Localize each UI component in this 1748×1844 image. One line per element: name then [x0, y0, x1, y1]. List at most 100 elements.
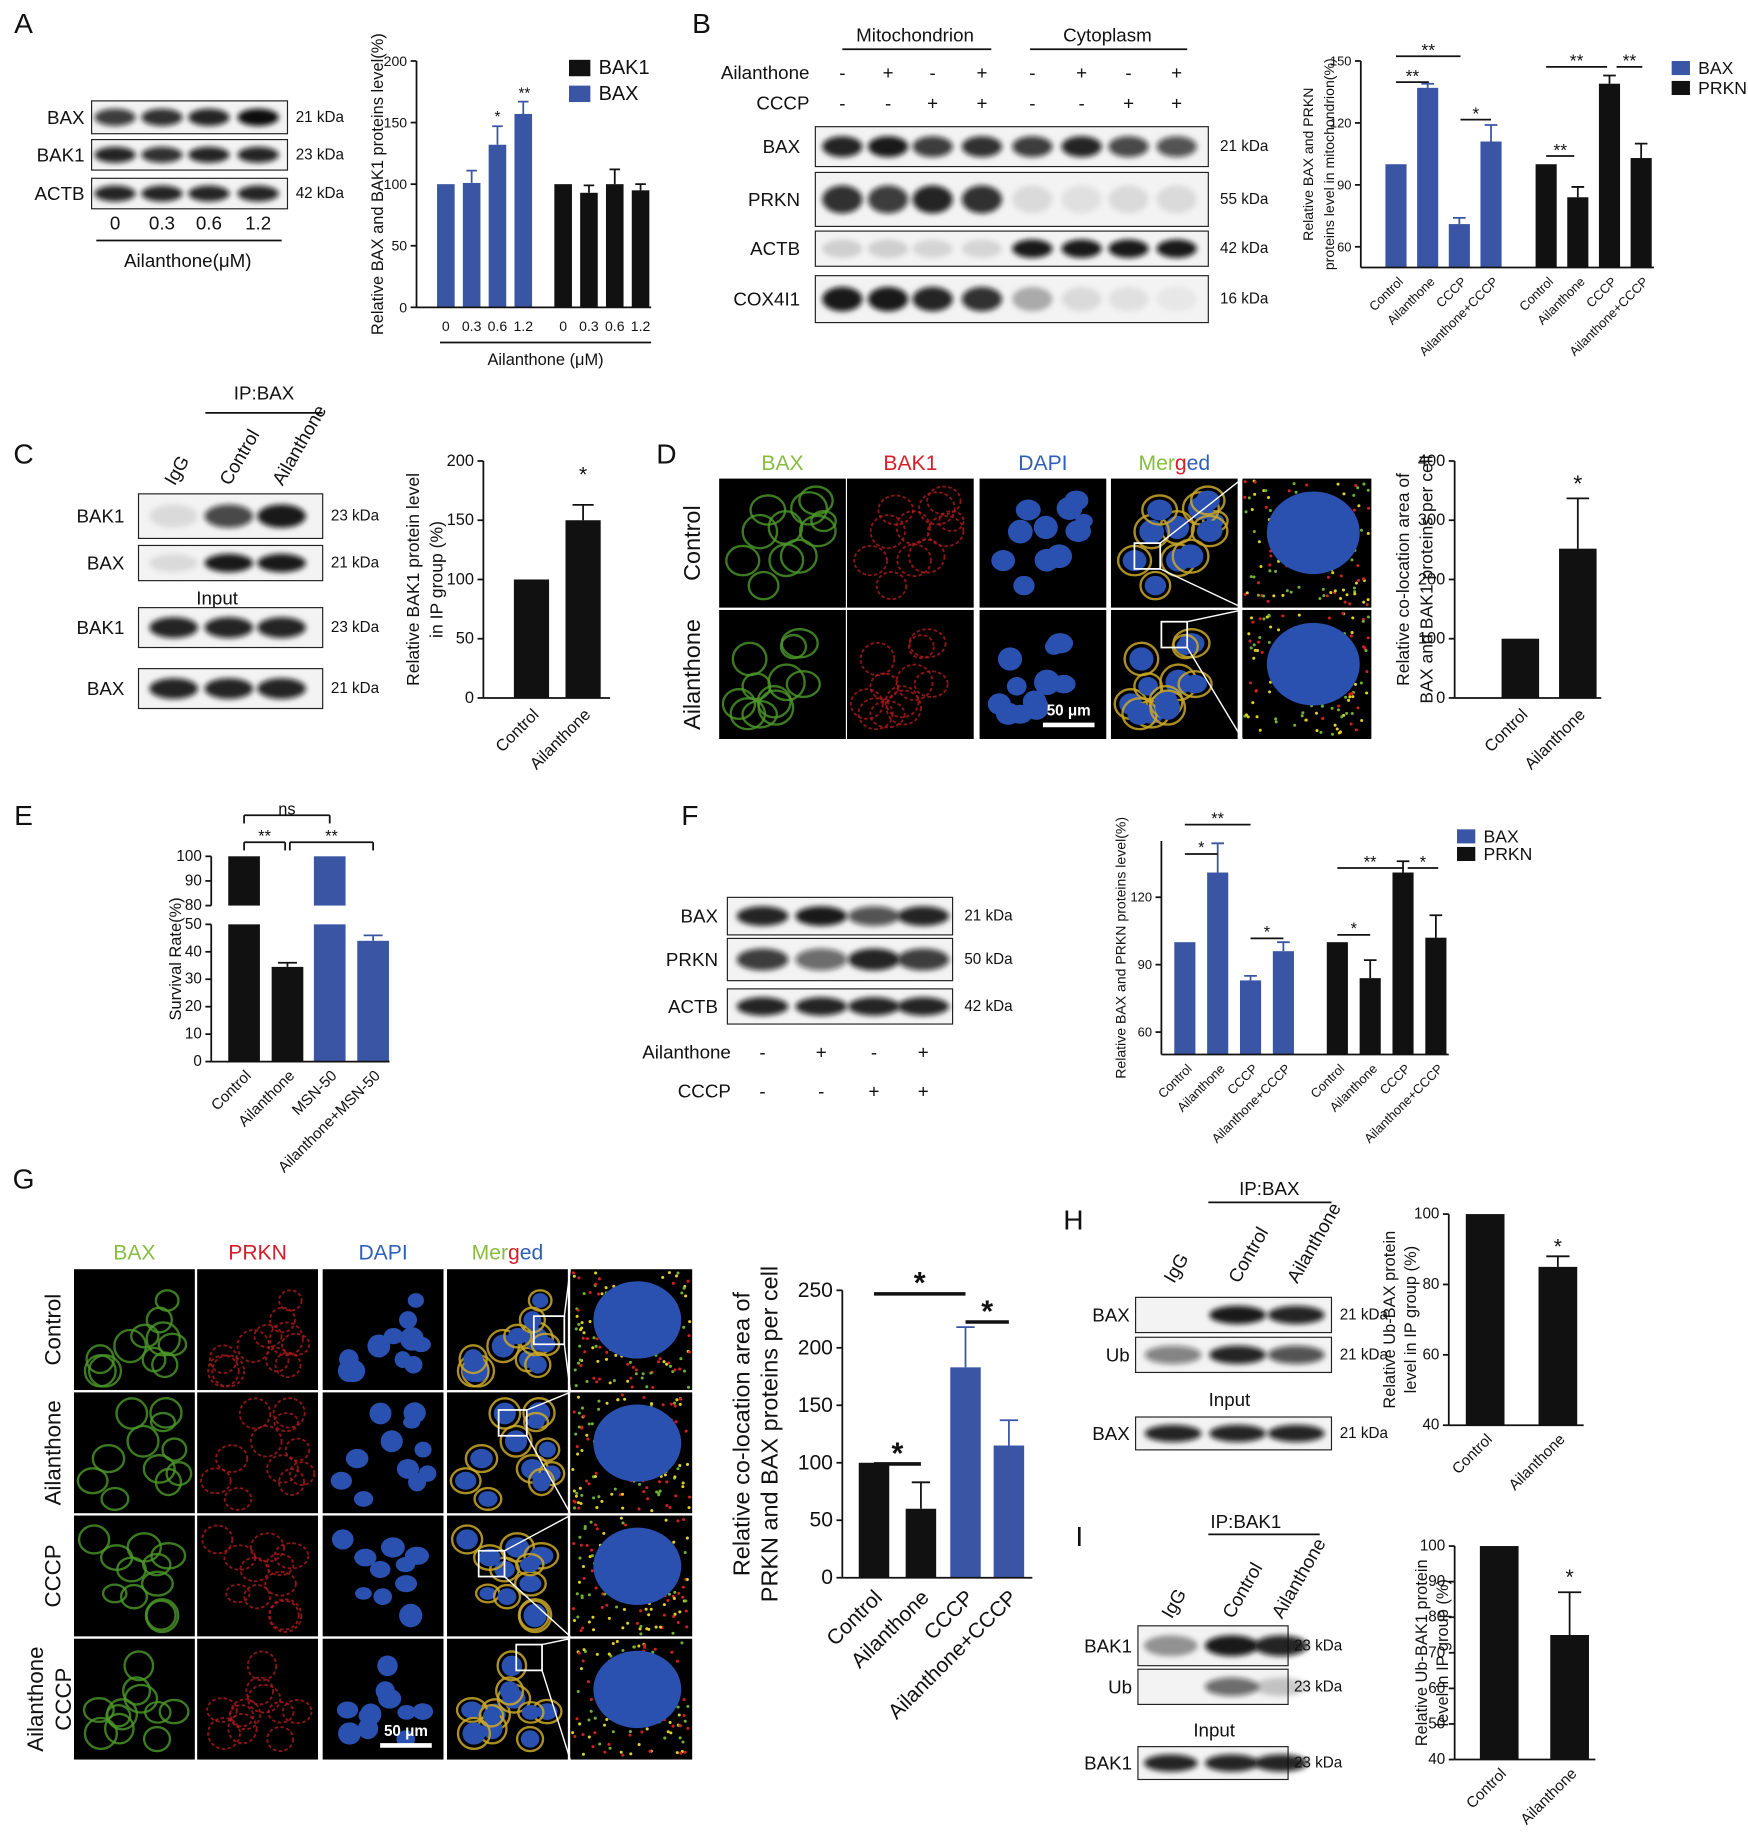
- cell-signal: [926, 515, 965, 548]
- cell-signal: [238, 1397, 272, 1430]
- ip-label: IP:BAX: [1239, 1178, 1300, 1199]
- y-axis-label: Relative BAX and PRKN proteins level(%): [1112, 817, 1128, 1079]
- molecular-weight: 21 kDa: [1340, 1346, 1389, 1363]
- blot-band: [848, 906, 900, 926]
- zoom-dot: [623, 1523, 628, 1527]
- x-tick-label: 0.3: [579, 318, 599, 334]
- blot-row-label: Ub: [1108, 1676, 1132, 1697]
- zoom-dot: [645, 1727, 649, 1731]
- zoom-dot: [1267, 496, 1271, 500]
- zoom-dot: [587, 1735, 591, 1739]
- blot-band: [237, 146, 279, 163]
- y-tick-label: 20: [185, 998, 202, 1015]
- y-axis-label: Relative BAK1 protein level: [403, 473, 423, 686]
- zoom-dot: [1250, 508, 1254, 512]
- zoom-dot: [611, 1730, 615, 1734]
- cell-signal: [853, 544, 889, 577]
- zoom-dot: [572, 1410, 576, 1414]
- zoom-dot: [621, 1648, 625, 1653]
- bar: [514, 113, 533, 308]
- bar: [1174, 942, 1196, 1055]
- zoom-dot: [1267, 613, 1271, 617]
- zoom-line: [526, 1391, 571, 1411]
- treatment-sign: -: [1029, 62, 1035, 83]
- x-tick-label: Control: [492, 706, 542, 756]
- zoom-dot: [1341, 588, 1346, 592]
- zoom-dot: [626, 1379, 630, 1383]
- zoom-dot: [1254, 689, 1258, 693]
- panel-letter: A: [14, 8, 33, 39]
- lane-label: 0.6: [196, 212, 222, 233]
- blot-band: [912, 286, 953, 312]
- zoom-dot: [621, 1506, 625, 1510]
- zoom-dot: [597, 1277, 601, 1281]
- cell-signal: [495, 1676, 525, 1706]
- blot-band: [1204, 1635, 1259, 1657]
- zoom-dot: [1268, 569, 1272, 573]
- molecular-weight: 16 kDa: [1220, 291, 1269, 308]
- zoom-dot: [603, 1750, 607, 1754]
- zoom-dot: [594, 1586, 598, 1590]
- row-label: Ailanthone: [679, 619, 705, 730]
- blot-band: [1156, 286, 1197, 312]
- cell-signal: [281, 1699, 313, 1725]
- cell-signal: [274, 1351, 302, 1378]
- micrograph: [197, 1392, 318, 1514]
- blot-band: [1254, 1677, 1308, 1696]
- ip-label: IP:BAK1: [1210, 1511, 1281, 1532]
- zoom-dot: [682, 1369, 687, 1373]
- cell-signal: [83, 1354, 117, 1388]
- zoom-dot: [1352, 508, 1356, 512]
- y-tick-label: 70: [1428, 1644, 1445, 1661]
- bar: [1567, 197, 1589, 268]
- cell-signal: [122, 1676, 152, 1706]
- zoom-dot: [597, 1292, 601, 1296]
- cell-signal: [149, 1396, 183, 1429]
- error-bar: [363, 934, 383, 941]
- zoom-dot: [649, 1607, 653, 1611]
- y-tick-label: 50: [391, 238, 407, 254]
- nucleus: [414, 1441, 432, 1458]
- legend-label: BAX: [599, 83, 639, 105]
- blot-band: [149, 617, 198, 638]
- zoom-dot: [641, 1372, 645, 1376]
- zoom-dot: [647, 1627, 651, 1631]
- error-bar: [517, 100, 529, 114]
- y-tick-label: 90: [185, 872, 202, 889]
- zoom-dot: [676, 1271, 680, 1275]
- zoom-dot: [674, 1420, 678, 1424]
- significance-label: **: [1211, 810, 1224, 828]
- error-bar: [492, 125, 503, 145]
- bar: [228, 856, 260, 1062]
- nucleus: [997, 647, 1023, 671]
- zoom-dot: [1321, 716, 1325, 720]
- cell-signal: [265, 1553, 295, 1577]
- zoom-dot: [578, 1722, 582, 1726]
- cell-signal: [527, 1467, 556, 1497]
- nucleus: [412, 1703, 434, 1720]
- zoom-dot: [1337, 704, 1341, 708]
- lane-label: Control: [1224, 1223, 1272, 1286]
- zoom-dot: [576, 1615, 580, 1619]
- zoom-dot: [605, 1717, 609, 1722]
- zoom-dot: [1249, 575, 1253, 579]
- significance-label: *: [892, 1436, 904, 1470]
- molecular-weight: 23 kDa: [331, 508, 380, 525]
- molecular-weight: 50 kDa: [964, 951, 1013, 968]
- cell-signal: [907, 538, 946, 574]
- zoom-dot: [666, 1730, 670, 1734]
- error-bar: [277, 961, 297, 967]
- zoom-dot: [1340, 715, 1344, 719]
- zoom-dot: [650, 1509, 654, 1513]
- zoom-dot: [679, 1397, 683, 1401]
- nucleus: [380, 1537, 405, 1558]
- zoom-dot: [1351, 695, 1355, 699]
- zoom-dot: [610, 1492, 614, 1496]
- blot-band: [1108, 286, 1149, 312]
- zoom-dot: [590, 1554, 594, 1558]
- cell-signal: [154, 1467, 183, 1497]
- zoom-dot: [1243, 480, 1247, 484]
- nucleus: [1051, 674, 1076, 694]
- y-axis-label: Relative Ub-BAK1 protein: [1413, 1559, 1431, 1746]
- blot-band: [149, 678, 198, 699]
